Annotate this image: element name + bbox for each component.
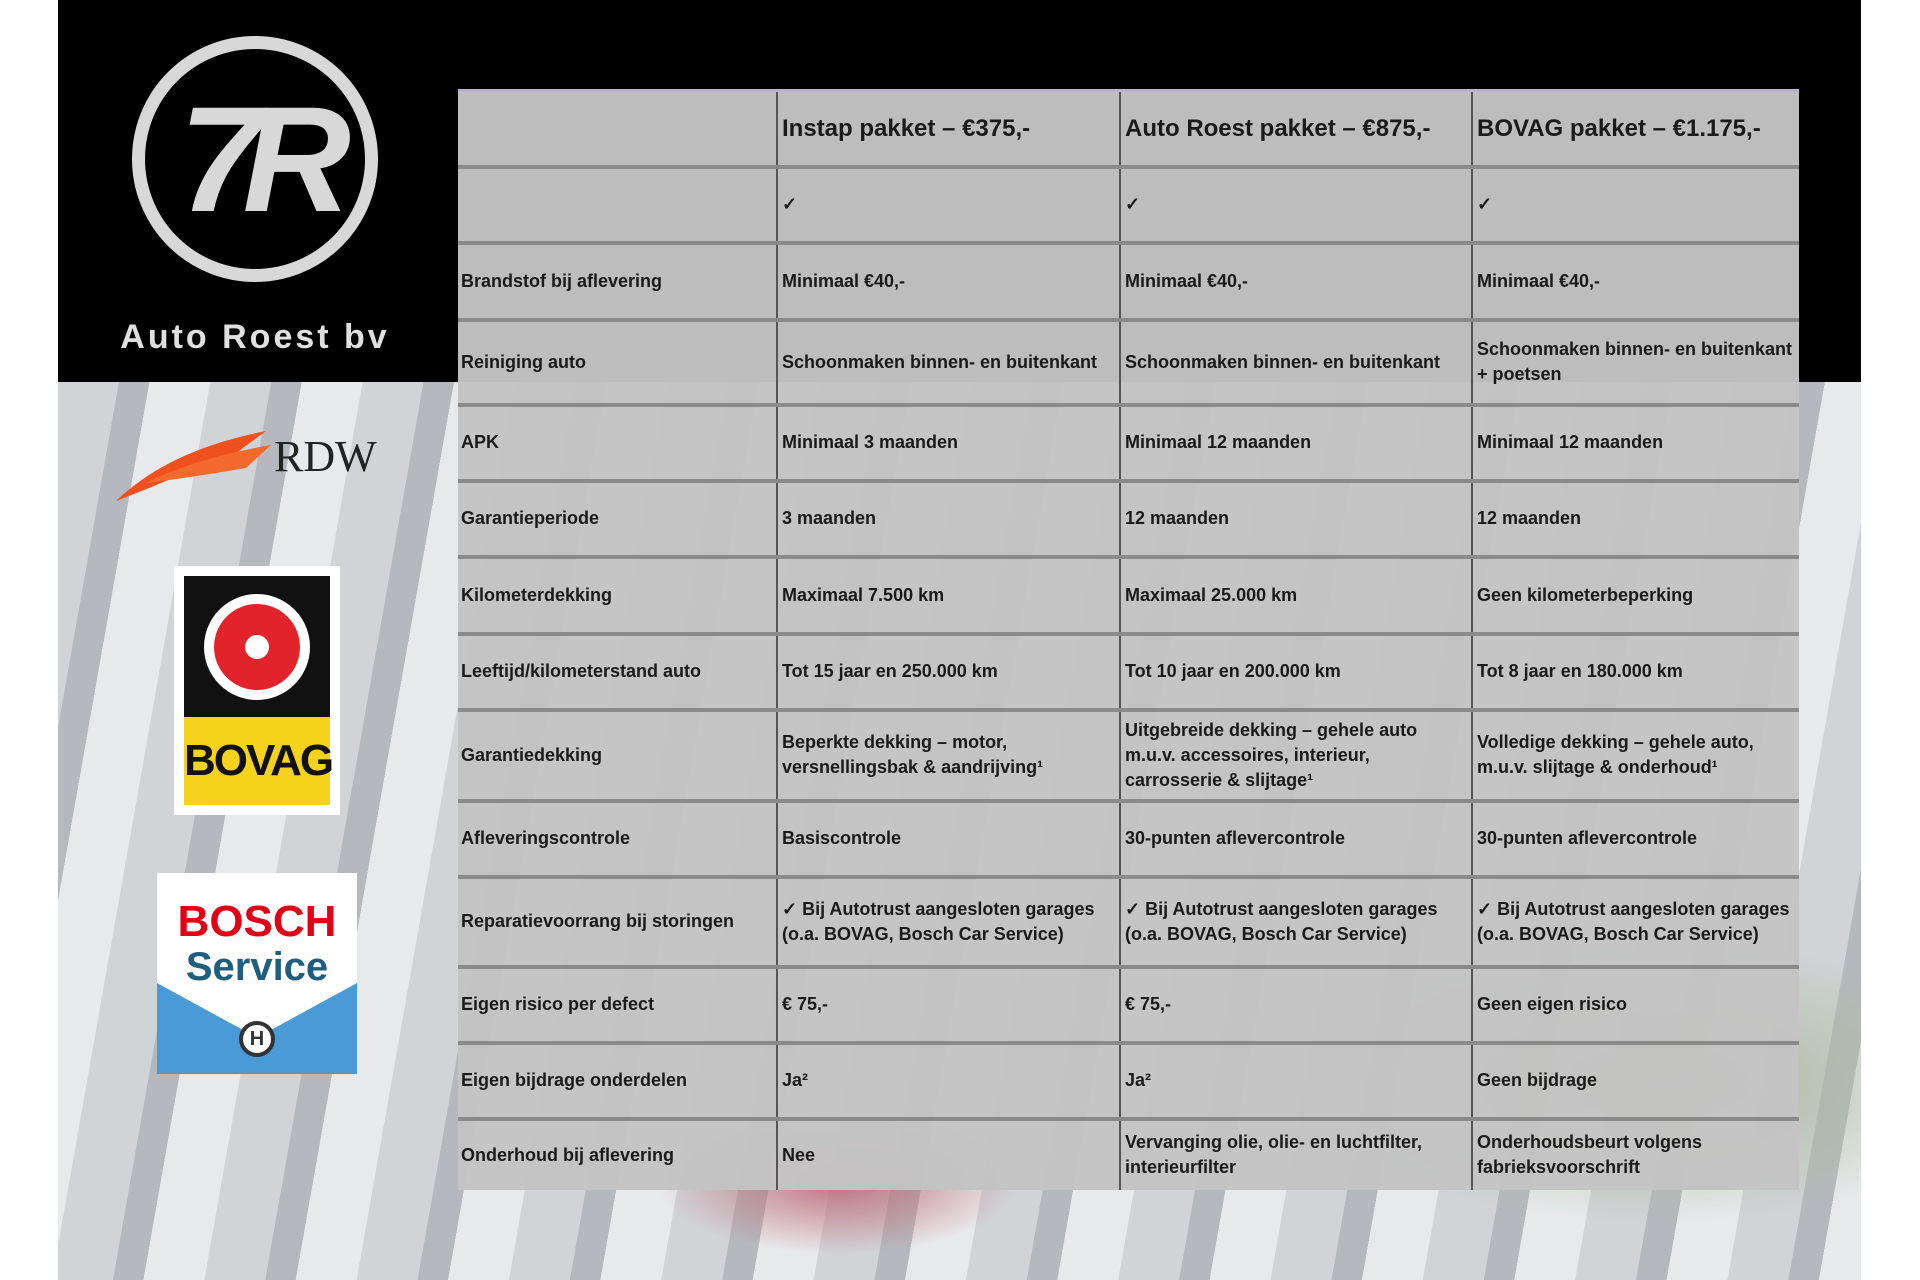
row-cell: Schoonmaken binnen- en buitenkant + poet… bbox=[1471, 317, 1799, 405]
row-cell: Minimaal 12 maanden bbox=[1471, 402, 1799, 481]
table-row: Garantieperiode 3 maanden 12 maanden 12 maa… bbox=[458, 478, 1799, 557]
row-cell: Maximaal 25.000 km bbox=[1119, 554, 1472, 634]
row-cell: Vervanging olie, olie- en luchtfilter, i… bbox=[1119, 1116, 1472, 1190]
table-row: Leeftijd/kilometerstand auto Tot 15 jaar … bbox=[458, 631, 1799, 710]
row-cell: Geen bijdrage bbox=[1471, 1040, 1799, 1119]
row-cell: € 75,- bbox=[776, 964, 1120, 1043]
row-cell: Schoonmaken binnen- en buitenkant bbox=[1119, 317, 1472, 405]
bovag-emblem-icon bbox=[204, 594, 310, 700]
row-cell: 30-punten aflevercontrole bbox=[1471, 798, 1799, 877]
table-row: Reparatievoorrang bij storingen ✓ Bij Aut… bbox=[458, 874, 1799, 967]
row-cell: Minimaal €40,- bbox=[1471, 240, 1799, 320]
row-cell: Ja² bbox=[776, 1040, 1120, 1119]
row-cell: Ja² bbox=[1119, 1040, 1472, 1119]
header-instap: Instap pakket – €375,- bbox=[776, 89, 1120, 167]
table-row: Afleveringscontrole Basiscontrole 30-punte… bbox=[458, 798, 1799, 877]
row-cell: ✓ Bij Autotrust aangesloten garages (o.a… bbox=[776, 874, 1120, 967]
table-row: Eigen bijdrage onderdelen Ja² Ja² Geen bijd… bbox=[458, 1040, 1799, 1119]
row-cell: Geen eigen risico bbox=[1471, 964, 1799, 1043]
row-label: Reiniging auto bbox=[458, 317, 777, 405]
row-cell: Uitgebreide dekking – gehele auto m.u.v.… bbox=[1119, 707, 1472, 801]
row-cell: Basiscontrole bbox=[776, 798, 1120, 877]
bosch-armature-icon: H bbox=[239, 1021, 275, 1057]
header-auto-roest: Auto Roest pakket – €875,- bbox=[1119, 89, 1472, 167]
row-label: Brandstof bij aflevering bbox=[458, 240, 777, 320]
row-label: Kilometerdekking bbox=[458, 554, 777, 634]
row-label: Onderhoud bij aflevering bbox=[458, 1116, 777, 1190]
row-label: Afleveringscontrole bbox=[458, 798, 777, 877]
row-cell: ✓ bbox=[776, 164, 1120, 243]
header-bovag: BOVAG pakket – €1.175,- bbox=[1471, 89, 1799, 167]
row-cell: ✓ bbox=[1119, 164, 1472, 243]
row-cell: Beperkte dekking – motor, versnellingsba… bbox=[776, 707, 1120, 801]
row-label: Leeftijd/kilometerstand auto bbox=[458, 631, 777, 710]
header-cell bbox=[458, 89, 777, 167]
row-cell: Geen kilometerbeperking bbox=[1471, 554, 1799, 634]
service-text: Service bbox=[185, 945, 329, 989]
row-label: Garantieperiode bbox=[458, 478, 777, 557]
row-cell: Schoonmaken binnen- en buitenkant bbox=[776, 317, 1120, 405]
table-row: ✓ ✓ ✓ bbox=[458, 164, 1799, 243]
row-cell: 30-punten aflevercontrole bbox=[1119, 798, 1472, 877]
table-row: Reiniging auto Schoonmaken binnen- en bui… bbox=[458, 317, 1799, 405]
row-cell: € 75,- bbox=[1119, 964, 1472, 1043]
row-cell: Nee bbox=[776, 1116, 1120, 1190]
row-cell: Tot 15 jaar en 250.000 km bbox=[776, 631, 1120, 710]
auto-roest-logo: 7R bbox=[132, 36, 378, 282]
bosch-text: BOSCH bbox=[177, 897, 337, 946]
row-cell: Onderhoudsbeurt volgens fabrieksvoorschr… bbox=[1471, 1116, 1799, 1190]
table-row: Garantiedekking Beperkte dekking – motor,… bbox=[458, 707, 1799, 801]
package-comparison-table: Instap pakket – €375,- Auto Roest pakket… bbox=[458, 89, 1799, 1190]
bosch-service-logo: BOSCH Service H bbox=[157, 873, 357, 1074]
row-label bbox=[458, 164, 777, 243]
row-cell: Tot 10 jaar en 200.000 km bbox=[1119, 631, 1472, 710]
row-cell: 12 maanden bbox=[1471, 478, 1799, 557]
row-cell: 3 maanden bbox=[776, 478, 1120, 557]
row-cell: ✓ Bij Autotrust aangesloten garages (o.a… bbox=[1471, 874, 1799, 967]
row-label: APK bbox=[458, 402, 777, 481]
row-cell: Maximaal 7.500 km bbox=[776, 554, 1120, 634]
bovag-logo: BOVAG bbox=[174, 566, 340, 815]
logo-letters: 7R bbox=[179, 74, 351, 243]
row-cell: ✓ Bij Autotrust aangesloten garages (o.a… bbox=[1119, 874, 1472, 967]
table-row: Brandstof bij aflevering Minimaal €40,- Mi… bbox=[458, 240, 1799, 320]
row-cell: ✓ bbox=[1471, 164, 1799, 243]
table-header-row: Instap pakket – €375,- Auto Roest pakket… bbox=[458, 89, 1799, 167]
table-row: Kilometerdekking Maximaal 7.500 km Maximaa… bbox=[458, 554, 1799, 634]
row-label: Eigen bijdrage onderdelen bbox=[458, 1040, 777, 1119]
row-cell: Volledige dekking – gehele auto, m.u.v. … bbox=[1471, 707, 1799, 801]
row-label: Garantiedekking bbox=[458, 707, 777, 801]
rdw-wing-icon bbox=[116, 431, 271, 501]
row-label: Reparatievoorrang bij storingen bbox=[458, 874, 777, 967]
table-row: APK Minimaal 3 maanden Minimaal 12 maanden… bbox=[458, 402, 1799, 481]
row-cell: 12 maanden bbox=[1119, 478, 1472, 557]
brand-name: Auto Roest bv bbox=[120, 318, 390, 356]
row-cell: Minimaal 12 maanden bbox=[1119, 402, 1472, 481]
bovag-text: BOVAG bbox=[184, 717, 334, 805]
rdw-text: RDW bbox=[274, 432, 377, 481]
table-row: Onderhoud bij aflevering Nee Vervanging ol… bbox=[458, 1116, 1799, 1190]
row-cell: Tot 8 jaar en 180.000 km bbox=[1471, 631, 1799, 710]
row-label: Eigen risico per defect bbox=[458, 964, 777, 1043]
rdw-logo: RDW bbox=[116, 423, 396, 503]
table-row: Eigen risico per defect € 75,- € 75,- Geen … bbox=[458, 964, 1799, 1043]
row-cell: Minimaal €40,- bbox=[1119, 240, 1472, 320]
row-cell: Minimaal €40,- bbox=[776, 240, 1120, 320]
row-cell: Minimaal 3 maanden bbox=[776, 402, 1120, 481]
